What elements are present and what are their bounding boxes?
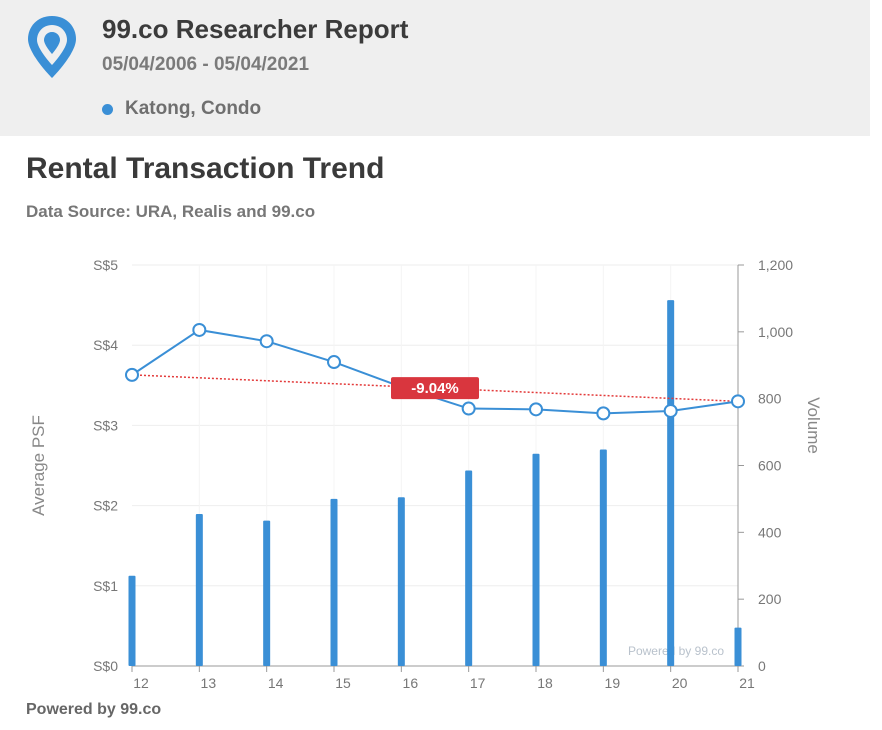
y-right-axis-title: Volume bbox=[804, 397, 823, 454]
volume-bar bbox=[532, 453, 540, 666]
x-tick-label: 19 bbox=[605, 675, 621, 691]
y-right-tick-label: 1,200 bbox=[758, 257, 793, 273]
y-left-tick-label: S$3 bbox=[93, 417, 118, 433]
footer-powered-by: Powered by 99.co bbox=[26, 701, 162, 718]
chart-watermark: Powered by 99.co bbox=[628, 644, 724, 658]
volume-bar bbox=[465, 470, 473, 666]
y-right-tick-label: 0 bbox=[758, 658, 766, 674]
y-left-tick-label: S$1 bbox=[93, 578, 118, 594]
report-header: 99.co Researcher Report 05/04/2006 - 05/… bbox=[0, 0, 870, 136]
psf-point bbox=[125, 367, 139, 382]
volume-bar bbox=[734, 627, 742, 666]
y-right-tick-label: 1,000 bbox=[758, 324, 793, 340]
psf-point bbox=[259, 334, 274, 349]
legend-dot-icon bbox=[102, 103, 113, 115]
chart-subtitle: Data Source: URA, Realis and 99.co bbox=[26, 202, 316, 221]
x-tick-label: 16 bbox=[403, 675, 419, 691]
y-right-tick-label: 600 bbox=[758, 458, 782, 474]
psf-point bbox=[663, 403, 678, 418]
map-pin-logo-icon bbox=[28, 16, 76, 78]
legend-label: Katong, Condo bbox=[125, 98, 262, 119]
x-tick-label: 20 bbox=[672, 675, 688, 691]
volume-bar bbox=[263, 520, 271, 666]
x-tick-label: 15 bbox=[335, 675, 351, 691]
trend-annotation-label: -9.04% bbox=[411, 380, 459, 397]
psf-line bbox=[131, 328, 739, 415]
volume-bar bbox=[330, 498, 338, 666]
x-tick-label: 14 bbox=[268, 675, 284, 691]
psf-point bbox=[327, 355, 341, 370]
trend-line bbox=[131, 374, 739, 403]
chart-title: Rental Transaction Trend bbox=[26, 152, 385, 185]
psf-point bbox=[461, 401, 476, 416]
y-left-axis-title: Average PSF bbox=[29, 415, 48, 516]
trend-annotation-badge bbox=[391, 377, 479, 400]
rental-trend-chart: S$0 S$1 S$2 S$3 S$4 S$5 0 200 400 600 800 1,000 1,20… bbox=[29, 257, 823, 691]
x-tick-label: 12 bbox=[133, 675, 149, 691]
x-tick-label: 21 bbox=[739, 675, 755, 691]
y-left-tick-label: S$5 bbox=[93, 257, 118, 273]
report-title: 99.co Researcher Report bbox=[102, 14, 409, 44]
y-right-tick-label: 200 bbox=[758, 591, 782, 607]
psf-point bbox=[192, 322, 207, 337]
y-right-tick-label: 400 bbox=[758, 524, 782, 540]
legend-item[interactable]: Katong, Condo bbox=[102, 98, 261, 120]
psf-point bbox=[529, 402, 543, 417]
x-tick-label: 13 bbox=[201, 675, 217, 691]
y-left-tick-label: S$2 bbox=[93, 498, 118, 514]
x-tick-label: 18 bbox=[537, 675, 553, 691]
volume-bar bbox=[195, 513, 203, 666]
psf-point bbox=[731, 394, 745, 409]
volume-bar bbox=[128, 575, 136, 666]
y-right-tick-label: 800 bbox=[758, 391, 782, 407]
volume-bar bbox=[397, 497, 405, 666]
volume-bar bbox=[667, 300, 675, 666]
volume-bar bbox=[599, 449, 607, 666]
y-left-tick-label: S$0 bbox=[93, 658, 118, 674]
y-left-tick-label: S$4 bbox=[93, 337, 118, 353]
date-range: 05/04/2006 - 05/04/2021 bbox=[102, 54, 310, 75]
psf-point bbox=[596, 406, 611, 421]
x-tick-label: 17 bbox=[470, 675, 486, 691]
